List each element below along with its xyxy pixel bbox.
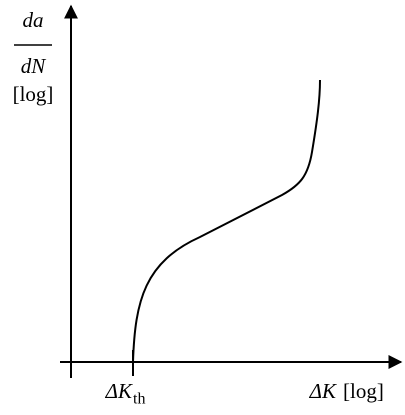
x-label-symbol: ΔK <box>309 379 337 403</box>
y-label-denominator: dN <box>21 54 47 78</box>
y-label-unit: [log] <box>13 82 54 106</box>
threshold-subscript: th <box>133 391 145 408</box>
threshold-symbol: ΔK <box>105 379 133 403</box>
y-label-numerator: da <box>23 8 44 32</box>
growth-curve <box>132 79 321 363</box>
x-label-unit: [log] <box>343 379 384 403</box>
